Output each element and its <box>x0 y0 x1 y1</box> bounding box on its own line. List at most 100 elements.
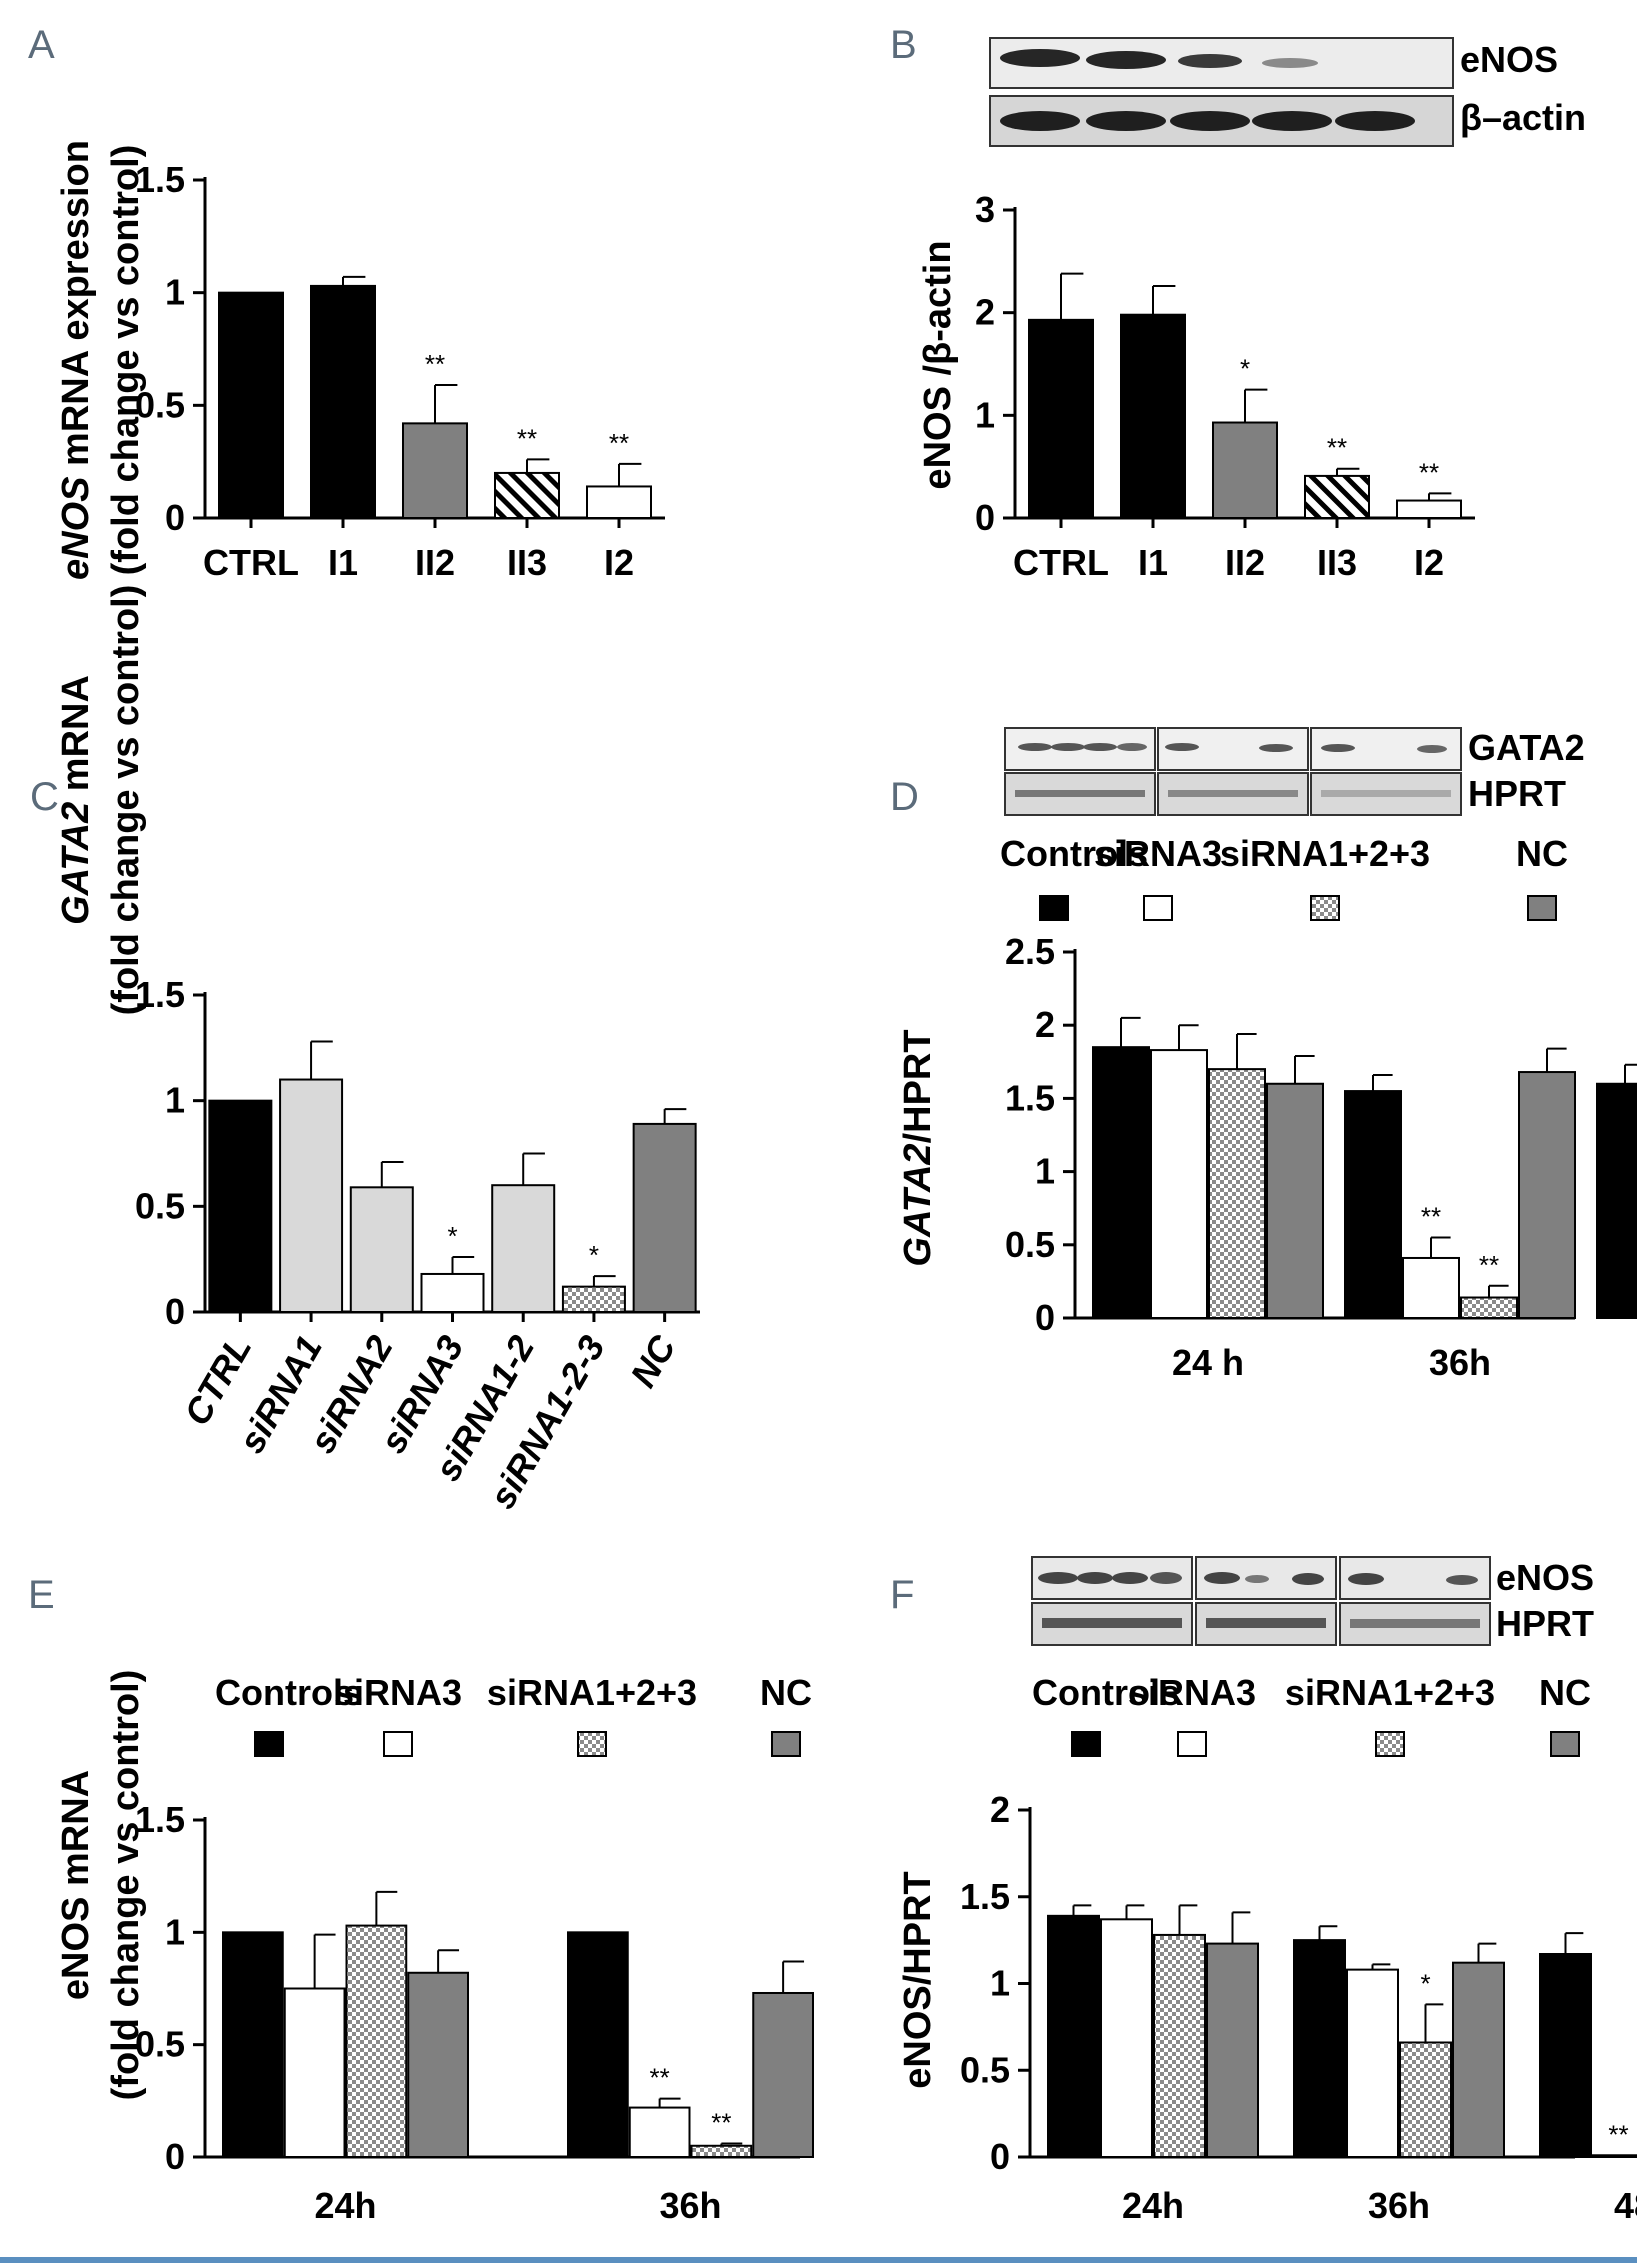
panel-d-y-tick-label: 2.5 <box>1005 931 1055 972</box>
panel-e-bar <box>567 1931 629 2159</box>
panel-d-y-tick-label: 1.5 <box>1005 1077 1055 1118</box>
panel-letter-c: C <box>30 775 59 819</box>
blot-d-gata2-band <box>1321 744 1355 752</box>
panel-a: A eNOS mRNA expression (fold change vs c… <box>28 23 147 580</box>
panel-d-y-tick-label: 1 <box>1035 1151 1055 1192</box>
panel-d-bar <box>1460 1296 1518 1320</box>
blot-d-hprt-band <box>1321 790 1451 797</box>
panel-d-y-tick-label: 2 <box>1035 1004 1055 1045</box>
panel-e-bar <box>283 1987 346 2158</box>
panel-b-y-axis-title: eNOS /β-actin <box>917 240 959 489</box>
panel-b-bar <box>1212 421 1278 519</box>
blot-f-hprt-band <box>1350 1619 1480 1628</box>
panel-e-bar <box>407 1971 469 2158</box>
blot-b-label-enos: eNOS <box>1460 39 1558 80</box>
panel-a-bar <box>494 471 560 519</box>
panel-d-legend-label: siRNA1+2+3 <box>1220 833 1430 874</box>
blot-b-enos-band <box>1086 51 1166 69</box>
panel-b-y-tick-label: 2 <box>975 292 995 333</box>
panel-f-category-label: 48h <box>1614 2185 1637 2226</box>
panel-a-y-tick-label: 1 <box>165 272 185 313</box>
panel-f-y-tick-label: 0 <box>990 2136 1010 2177</box>
panel-c-bar <box>561 1285 626 1314</box>
panel-b-bar <box>1396 499 1462 519</box>
panel-b-category-label: II2 <box>1225 542 1265 583</box>
panel-c-bar <box>632 1122 697 1313</box>
panel-f-bar <box>1592 2154 1637 2158</box>
panel-d-y-axis-title: GATA2/HPRT <box>897 1029 939 1266</box>
panel-e-legend-swatch <box>254 1731 284 1757</box>
panel-e-bar <box>628 2106 691 2158</box>
panel-c-y-axis-title: GATA2 mRNA <box>55 675 97 925</box>
panel-f-bar <box>1153 1933 1206 2159</box>
panel-e-y-axis-subtitle: (fold change vs control) <box>105 1670 147 2101</box>
panel-d-plot: 00.511.522.524 h****36h****48hControlssi… <box>1000 833 1637 1383</box>
blot-b-actin-band <box>1252 111 1332 131</box>
panel-c-y-tick-label: 1.5 <box>135 974 185 1015</box>
panel-d-significance: ** <box>1421 1201 1441 1231</box>
panel-b-plot: 0 1 2 3 CTRL I1 * II2 ** II3 ** I2 <box>975 189 1475 583</box>
panel-b-y-tick-label: 0 <box>975 497 995 538</box>
panel-c-bar <box>208 1099 273 1313</box>
panel-f-category-label: 24h <box>1122 2185 1184 2226</box>
panel-e-category-label: 36h <box>659 2185 721 2226</box>
panel-a-bar <box>218 291 284 519</box>
panel-f-bar <box>1346 1968 1399 2158</box>
panel-d-legend-swatch <box>1143 895 1173 921</box>
panel-letter-e: E <box>28 1573 55 1617</box>
panel-c-plot: 00.511.5CTRLsiRNA1siRNA2*siRNA3siRNA1-2*… <box>135 974 700 1515</box>
panel-f-category-label: 36h <box>1368 2185 1430 2226</box>
blot-b-enos-band <box>1000 49 1080 67</box>
panel-a-category-label: CTRL <box>203 542 299 583</box>
blot-b-actin-band <box>1086 111 1166 131</box>
panel-d-bar <box>1208 1068 1266 1319</box>
panel-e-legend-swatch <box>383 1731 413 1757</box>
panel-e-significance: ** <box>650 2063 670 2093</box>
panel-f: F eNOS HPRT eNOS/HPRT <box>890 1556 1594 2089</box>
western-blot-d: GATA2 HPRT <box>1004 727 1585 816</box>
panel-f-y-tick-label: 0.5 <box>960 2049 1010 2090</box>
panel-c-y-axis-subtitle: (fold change vs control) <box>105 585 147 1016</box>
panel-d-ylabel-rest: /HPRT <box>897 1029 939 1143</box>
blot-f-enos-band <box>1245 1575 1269 1583</box>
panel-a-bar <box>586 485 652 520</box>
panel-letter-f: F <box>890 1573 914 1617</box>
panel-d-legend-swatch <box>1039 895 1069 921</box>
panel-f-legend-swatch <box>1177 1731 1207 1757</box>
blot-f-hprt-band <box>1206 1618 1326 1628</box>
panel-a-significance: ** <box>609 428 629 458</box>
panel-f-legend-label: siRNA3 <box>1128 1672 1256 1713</box>
panel-f-bar <box>1293 1939 1346 2158</box>
panel-e-legend-label: NC <box>760 1672 812 1713</box>
panel-e-bar <box>345 1924 408 2159</box>
blot-b-enos-band <box>1262 58 1318 68</box>
panel-e-legend-label: Controls <box>215 1672 363 1713</box>
blot-b-enos-band <box>1178 54 1242 68</box>
panel-d-bar <box>1596 1082 1637 1320</box>
panel-e-y-tick-label: 1 <box>165 1911 185 1952</box>
panel-b-significance: ** <box>1327 433 1347 463</box>
panel-f-legend-swatch <box>1550 1731 1580 1757</box>
panel-a-plot: 0 0.5 1 1.5 CTRL I1 ** II2 ** II3 ** I2 <box>135 159 665 583</box>
panel-d-bar <box>1092 1046 1150 1320</box>
blot-b-actin-band <box>1335 111 1415 131</box>
panel-letter-a: A <box>28 23 55 67</box>
panel-c-y-tick-label: 0.5 <box>135 1185 185 1226</box>
panel-b-category-label: I1 <box>1138 542 1168 583</box>
panel-c-category-label: NC <box>622 1328 684 1394</box>
panel-d-bar <box>1402 1256 1460 1319</box>
blot-b-label-actin: β–actin <box>1460 97 1586 138</box>
western-blot-b: eNOS β–actin <box>989 37 1586 147</box>
panel-f-bar <box>1399 2041 1452 2158</box>
blot-d-hprt-band <box>1015 790 1145 797</box>
panel-c-bar <box>491 1184 556 1313</box>
panel-d-legend-swatch <box>1527 895 1557 921</box>
blot-f-enos-band <box>1204 1572 1240 1584</box>
panel-e-y-tick-label: 0 <box>165 2136 185 2177</box>
panel-d: D GATA2 HPRT GATA2/HPRT <box>890 727 1585 1267</box>
